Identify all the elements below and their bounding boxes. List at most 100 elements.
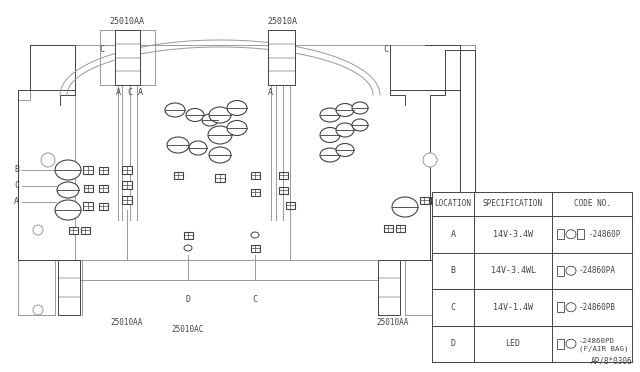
Text: -24860PB: -24860PB xyxy=(579,303,616,312)
Text: -24860PD: -24860PD xyxy=(579,338,615,344)
Text: C: C xyxy=(253,295,257,304)
Text: LOCATION: LOCATION xyxy=(435,199,472,208)
Bar xyxy=(99,202,108,209)
Ellipse shape xyxy=(251,232,259,238)
Bar xyxy=(431,196,440,203)
Text: 25010AA: 25010AA xyxy=(377,318,409,327)
Ellipse shape xyxy=(336,103,354,116)
Ellipse shape xyxy=(566,230,576,239)
Text: D: D xyxy=(451,339,456,348)
Bar xyxy=(99,185,108,192)
Ellipse shape xyxy=(208,126,232,144)
Bar xyxy=(58,260,80,315)
Bar xyxy=(184,231,193,238)
Text: C: C xyxy=(127,88,132,97)
Bar xyxy=(122,166,132,174)
Text: (F/AIR BAG): (F/AIR BAG) xyxy=(579,346,628,352)
Bar xyxy=(577,229,584,239)
Ellipse shape xyxy=(566,303,576,312)
Bar xyxy=(278,171,287,179)
Text: B: B xyxy=(451,266,456,275)
Ellipse shape xyxy=(336,123,354,137)
Text: CODE NO.: CODE NO. xyxy=(573,199,611,208)
Ellipse shape xyxy=(352,102,368,114)
Text: A: A xyxy=(268,88,273,97)
Bar xyxy=(268,30,295,85)
Text: AP/8*0306: AP/8*0306 xyxy=(590,356,632,365)
Ellipse shape xyxy=(566,266,576,275)
Text: LED: LED xyxy=(506,339,520,348)
Bar xyxy=(83,202,93,210)
Text: 25010AA: 25010AA xyxy=(111,318,143,327)
Bar xyxy=(432,192,632,362)
Bar xyxy=(115,30,140,85)
Text: SPECIFICATION: SPECIFICATION xyxy=(483,199,543,208)
Ellipse shape xyxy=(566,339,576,348)
Ellipse shape xyxy=(184,245,192,251)
Text: C: C xyxy=(383,45,388,55)
Bar xyxy=(68,227,77,234)
Ellipse shape xyxy=(167,137,189,153)
Ellipse shape xyxy=(336,144,354,157)
Ellipse shape xyxy=(202,114,218,126)
Text: 25010AA: 25010AA xyxy=(109,17,145,26)
Ellipse shape xyxy=(55,200,81,220)
Ellipse shape xyxy=(165,103,185,117)
Text: A: A xyxy=(452,196,457,205)
Text: D: D xyxy=(186,295,191,304)
Bar xyxy=(81,227,90,234)
Bar xyxy=(278,186,287,193)
Ellipse shape xyxy=(209,107,231,123)
Circle shape xyxy=(450,225,460,235)
Ellipse shape xyxy=(320,148,340,162)
Ellipse shape xyxy=(320,108,340,122)
Circle shape xyxy=(450,305,460,315)
Text: A: A xyxy=(138,88,143,97)
Text: 14V-3.4W: 14V-3.4W xyxy=(493,230,533,239)
Bar xyxy=(419,196,429,203)
Bar xyxy=(122,196,132,204)
Bar xyxy=(285,202,294,208)
Ellipse shape xyxy=(392,197,418,217)
Bar xyxy=(383,224,392,231)
Circle shape xyxy=(423,153,437,167)
Bar xyxy=(557,339,564,349)
Ellipse shape xyxy=(227,121,247,135)
Bar xyxy=(557,302,564,312)
Bar xyxy=(215,174,225,182)
Text: B: B xyxy=(452,205,457,215)
Bar xyxy=(250,244,259,251)
Bar xyxy=(83,166,93,174)
Bar xyxy=(250,171,259,179)
Bar xyxy=(396,224,404,231)
Ellipse shape xyxy=(227,100,247,115)
Bar xyxy=(83,185,93,192)
Text: B: B xyxy=(14,166,19,174)
Text: C: C xyxy=(14,182,19,190)
Text: -24860P: -24860P xyxy=(589,230,621,239)
Bar xyxy=(122,181,132,189)
Text: A: A xyxy=(115,88,120,97)
Text: -24860PA: -24860PA xyxy=(579,266,616,275)
Bar xyxy=(557,229,564,239)
Ellipse shape xyxy=(55,160,81,180)
Text: 14V-1.4W: 14V-1.4W xyxy=(493,303,533,312)
Text: 25010AC: 25010AC xyxy=(172,325,204,334)
Ellipse shape xyxy=(352,119,368,131)
Circle shape xyxy=(33,305,43,315)
Text: A: A xyxy=(451,230,456,239)
Circle shape xyxy=(41,153,55,167)
Bar xyxy=(557,266,564,276)
Ellipse shape xyxy=(189,141,207,155)
Text: A: A xyxy=(14,198,19,206)
Text: 14V-3.4WL: 14V-3.4WL xyxy=(490,266,536,275)
Bar xyxy=(99,167,108,173)
Ellipse shape xyxy=(209,147,231,163)
Text: C: C xyxy=(451,303,456,312)
Ellipse shape xyxy=(57,182,79,198)
Bar xyxy=(378,260,400,315)
Bar xyxy=(250,189,259,196)
Text: 25010A: 25010A xyxy=(267,17,297,26)
Circle shape xyxy=(33,225,43,235)
Ellipse shape xyxy=(186,109,204,122)
